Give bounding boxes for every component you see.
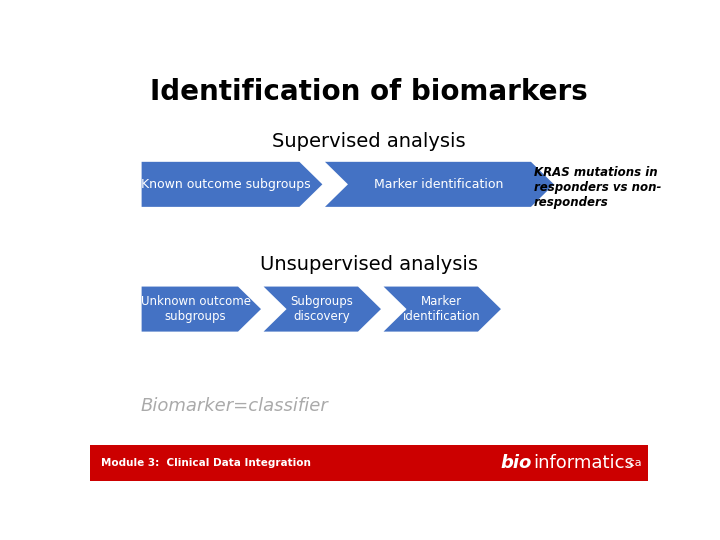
- Polygon shape: [322, 160, 556, 208]
- Polygon shape: [380, 285, 503, 333]
- Text: Module 3:  Clinical Data Integration: Module 3: Clinical Data Integration: [101, 458, 311, 468]
- Text: Subgroups
discovery: Subgroups discovery: [290, 295, 353, 323]
- Text: Unknown outcome
subgroups: Unknown outcome subgroups: [140, 295, 251, 323]
- Polygon shape: [140, 285, 263, 333]
- Text: .ca: .ca: [626, 458, 642, 468]
- Text: Supervised analysis: Supervised analysis: [272, 132, 466, 151]
- Polygon shape: [140, 160, 324, 208]
- Text: informatics: informatics: [534, 454, 634, 472]
- Bar: [90, 446, 648, 481]
- Text: Identification of biomarkers: Identification of biomarkers: [150, 78, 588, 106]
- Text: Unsupervised analysis: Unsupervised analysis: [260, 255, 478, 274]
- Text: Marker
identification: Marker identification: [402, 295, 480, 323]
- Polygon shape: [260, 285, 383, 333]
- Text: Biomarker=classifier: Biomarker=classifier: [140, 397, 328, 415]
- Text: bio: bio: [500, 454, 531, 472]
- Text: Marker identification: Marker identification: [374, 178, 503, 191]
- Text: Known outcome subgroups: Known outcome subgroups: [141, 178, 311, 191]
- Text: KRAS mutations in
responders vs non-
responders: KRAS mutations in responders vs non- res…: [534, 166, 661, 209]
